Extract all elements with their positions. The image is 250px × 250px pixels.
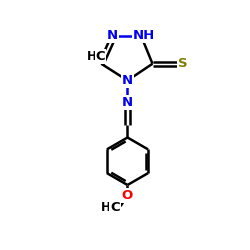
Text: H: H bbox=[87, 50, 97, 63]
Text: O: O bbox=[122, 189, 133, 202]
Text: 3: 3 bbox=[108, 204, 114, 213]
Text: N: N bbox=[122, 74, 133, 87]
Text: H: H bbox=[101, 201, 111, 214]
Text: C: C bbox=[96, 50, 105, 63]
Text: N: N bbox=[122, 96, 133, 109]
Text: C: C bbox=[110, 201, 120, 214]
Text: N: N bbox=[107, 29, 118, 42]
Text: 3: 3 bbox=[94, 54, 100, 62]
Text: NH: NH bbox=[133, 29, 156, 42]
Text: S: S bbox=[178, 57, 188, 70]
